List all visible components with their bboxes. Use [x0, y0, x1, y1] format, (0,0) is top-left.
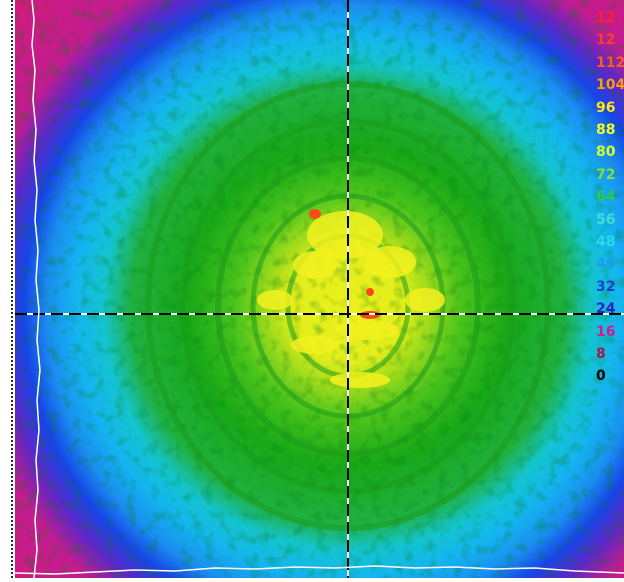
scale-label-14: 16 [596, 323, 616, 340]
scale-label-6: 80 [596, 144, 616, 161]
vertical-profile-trace [31, 0, 41, 578]
scale-label-15: 8 [596, 346, 606, 362]
speckle-texture [15, 0, 624, 578]
scale-label-5: 88 [596, 122, 616, 138]
scale-label-12: 32 [596, 278, 616, 295]
crosshair [15, 0, 624, 578]
scale-label-3: 104 [596, 77, 624, 94]
scale-label-16: 0 [596, 368, 606, 385]
horizontal-profile-trace [15, 565, 624, 575]
scale-label-2: 112 [596, 54, 624, 71]
scale-label-0: 12 [596, 10, 616, 26]
scale-label-7: 72 [596, 166, 616, 183]
scale-label-4: 96 [596, 99, 616, 116]
beam-intensity-map[interactable] [15, 0, 624, 578]
beam-intensity-svg [15, 0, 624, 578]
frame-left-edge [11, 0, 13, 578]
hot-spots [257, 211, 445, 388]
scale-label-11: 40 [596, 256, 616, 273]
scale-label-8: 64 [596, 189, 616, 206]
scale-label-9: 56 [596, 211, 616, 228]
scale-label-13: 24 [596, 301, 616, 318]
colour-scale-legend: 12 12 112 104 96 88 80 72 64 56 48 40 32 24 16 8 0 [596, 8, 624, 388]
scale-label-1: 12 [596, 32, 616, 49]
scale-label-10: 48 [596, 234, 616, 250]
